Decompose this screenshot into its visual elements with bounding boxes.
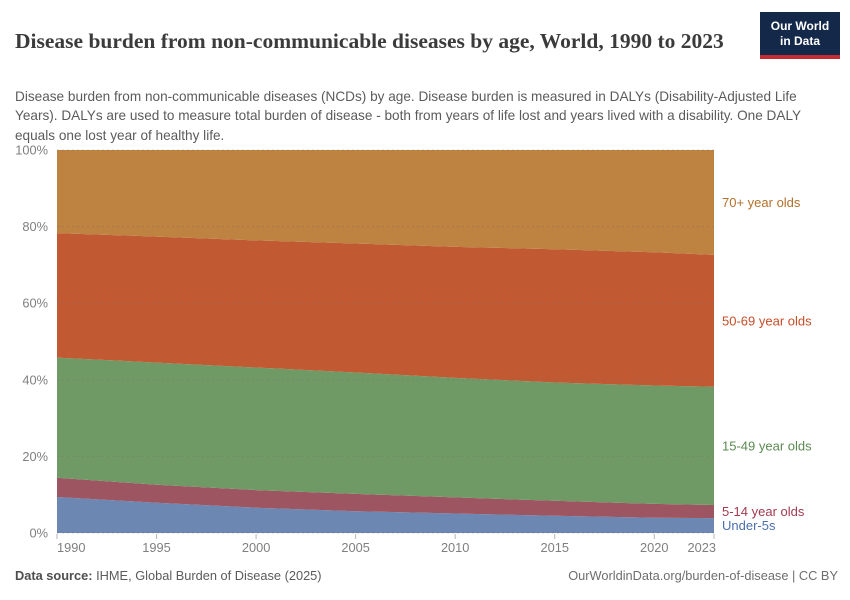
x-tick-label-2005: 2005 <box>341 540 369 555</box>
area-70-plus[interactable] <box>57 150 714 255</box>
x-tick-label-1995: 1995 <box>142 540 170 555</box>
chart-footer: Data source: IHME, Global Burden of Dise… <box>15 568 838 583</box>
series-label-15-49[interactable]: 15-49 year olds <box>722 438 812 453</box>
area-under-5s[interactable] <box>57 497 714 533</box>
x-tick-label-2023: 2023 <box>688 540 716 555</box>
area-5-14[interactable] <box>57 477 714 519</box>
y-tick-label-20: 20% <box>22 449 48 464</box>
y-tick-label-60: 60% <box>22 296 48 311</box>
rights-link[interactable]: OurWorldinData.org/burden-of-disease | C… <box>568 568 838 583</box>
stacked-area-chart[interactable]: 0% 20% 40% 60% 80% 100% 1990 1995 2000 2005 2010 20… <box>0 128 850 558</box>
area-50-69[interactable] <box>57 233 714 387</box>
y-tick-label-0: 0% <box>30 526 49 541</box>
x-tick-label-2015: 2015 <box>540 540 568 555</box>
owid-logo[interactable]: Our World in Data <box>760 12 840 59</box>
series-label-70-plus[interactable]: 70+ year olds <box>722 195 801 210</box>
y-tick-label-80: 80% <box>22 219 48 234</box>
data-source-text: IHME, Global Burden of Disease (2025) <box>92 568 322 583</box>
x-tick-label-2010: 2010 <box>441 540 469 555</box>
y-tick-label-40: 40% <box>22 372 48 387</box>
owid-logo-line1: Our World <box>770 19 830 33</box>
area-15-49[interactable] <box>57 357 714 505</box>
x-tick-label-2000: 2000 <box>242 540 270 555</box>
series-label-5-14[interactable]: 5-14 year olds <box>722 504 805 519</box>
series-label-50-69[interactable]: 50-69 year olds <box>722 313 812 328</box>
series-label-under-5s[interactable]: Under-5s <box>722 518 776 533</box>
page-title: Disease burden from non-communicable dis… <box>15 29 724 54</box>
owid-logo-line2: in Data <box>779 34 820 48</box>
y-tick-label-100: 100% <box>15 143 48 158</box>
chart-canvas[interactable]: 0% 20% 40% 60% 80% 100% 1990 1995 2000 2005 2010 20… <box>0 128 850 558</box>
data-source: Data source: IHME, Global Burden of Dise… <box>15 568 322 583</box>
x-tick-label-2020: 2020 <box>640 540 668 555</box>
x-tick-label-1990: 1990 <box>57 540 85 555</box>
chart-subtitle: Disease burden from non-communicable dis… <box>15 88 801 143</box>
data-source-label: Data source: <box>15 568 93 583</box>
